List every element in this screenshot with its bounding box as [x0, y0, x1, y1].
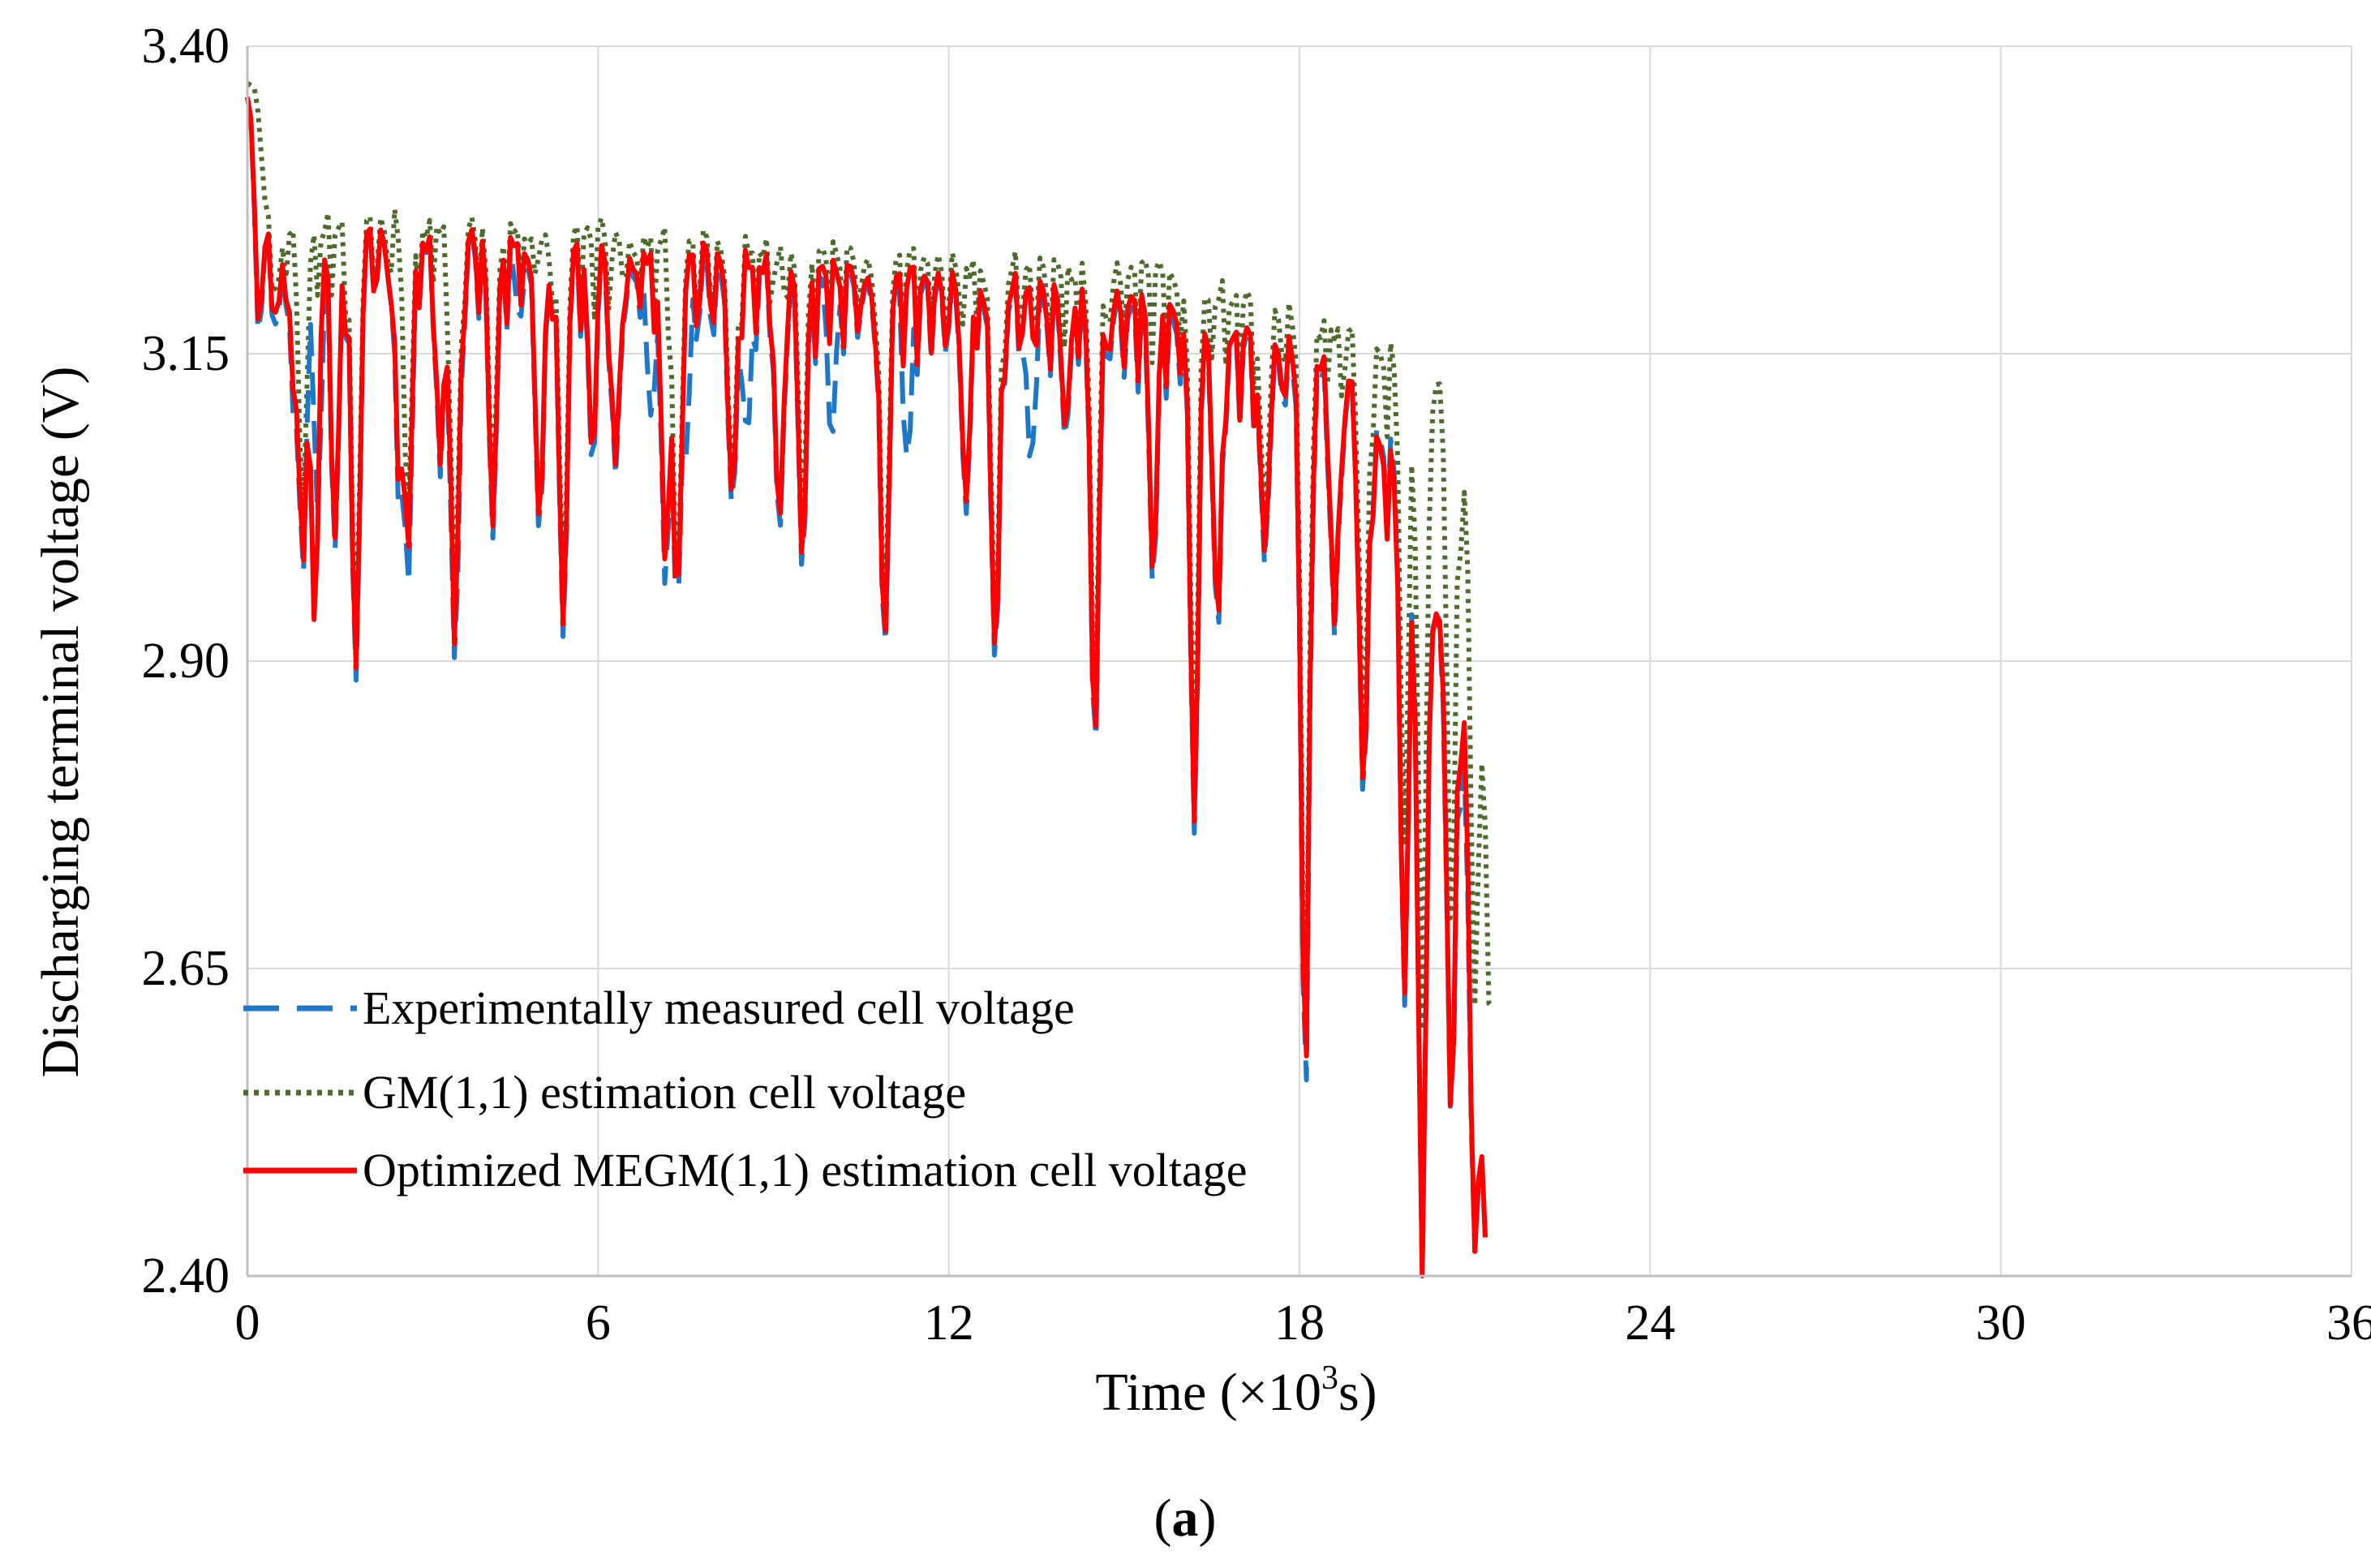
caption-letter: a	[1172, 1489, 1199, 1548]
y-tick-label-0: 2.40	[142, 1248, 230, 1304]
y-tick-label-4: 3.40	[142, 19, 230, 74]
x-axis-label-prefix: Time (×10	[1095, 1363, 1321, 1422]
x-tick-label-1: 6	[586, 1295, 611, 1351]
y-tick-label-1: 2.65	[142, 941, 230, 996]
series-line-gm	[247, 84, 1493, 1030]
x-axis-label-suffix: s)	[1338, 1363, 1377, 1422]
x-tick-label-0: 0	[235, 1295, 260, 1351]
x-tick-label-5: 30	[1976, 1295, 2026, 1351]
y-tick-label-2: 2.90	[142, 634, 230, 689]
x-tick-label-3: 18	[1274, 1295, 1325, 1351]
legend-label-measured: Experimentally measured cell voltage	[363, 982, 1075, 1034]
caption-paren-close: )	[1199, 1489, 1217, 1548]
figure-caption: (a)	[1154, 1489, 1217, 1548]
x-tick-label-6: 36	[2326, 1295, 2371, 1351]
caption-paren-open: (	[1154, 1489, 1172, 1548]
x-axis-label: Time (×103s)	[1095, 1360, 1377, 1422]
y-axis-label: Discharging terminal voltage (V)	[31, 367, 90, 1078]
x-tick-label-4: 24	[1625, 1295, 1675, 1351]
x-axis-label-superscript: 3	[1321, 1360, 1338, 1397]
legend-label-gm: GM(1,1) estimation cell voltage	[363, 1066, 966, 1119]
x-tick-label-2: 12	[924, 1295, 974, 1351]
legend-label-megm: Optimized MEGM(1,1) estimation cell volt…	[363, 1144, 1247, 1196]
legend: Experimentally measured cell voltage GM(…	[243, 982, 1247, 1196]
y-tick-label-3: 3.15	[142, 326, 230, 381]
